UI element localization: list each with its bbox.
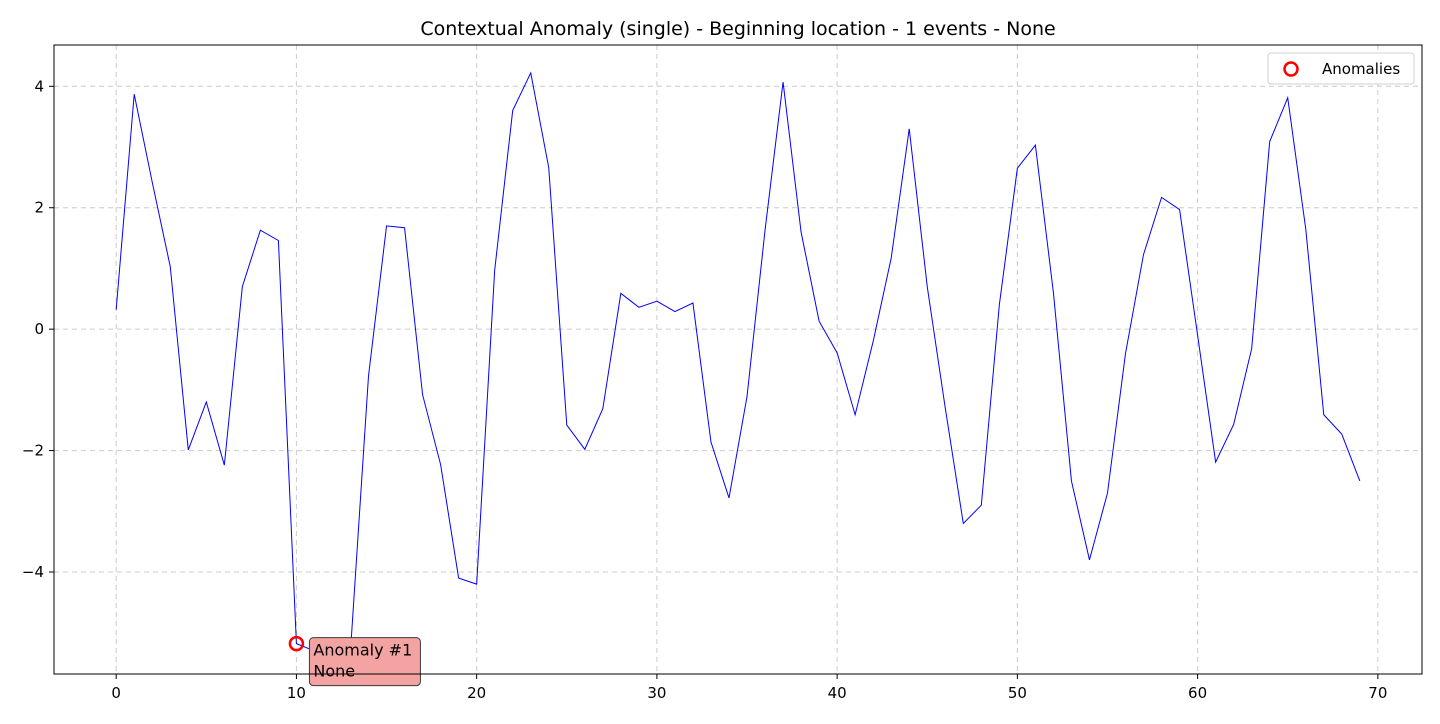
x-tick-label: 0 [111, 684, 121, 702]
y-tick-label: 0 [34, 320, 44, 338]
anomaly-annotation-detail: None [313, 662, 355, 681]
legend-box [1267, 52, 1415, 85]
x-tick-label: 30 [647, 684, 666, 702]
anomaly-annotation-title: Anomaly #1 [313, 641, 412, 660]
y-tick-label: 4 [34, 77, 44, 95]
x-tick-label: 60 [1188, 684, 1207, 702]
x-tick-label: 20 [467, 684, 486, 702]
anomaly-layer: Anomaly #1 None [288, 635, 421, 687]
legend-label: Anomalies [1322, 60, 1400, 78]
legend-anomaly-marker [1283, 61, 1299, 77]
y-axis: 4 2 0 −2 −4 [22, 77, 54, 581]
y-tick-label: −2 [22, 442, 44, 460]
x-axis: 0 10 20 30 40 50 60 70 [111, 674, 1387, 702]
x-tick-label: 70 [1368, 684, 1387, 702]
legend: Anomalies [1267, 52, 1415, 85]
plot-frame [53, 44, 1423, 675]
anomaly-marker [288, 635, 305, 652]
x-tick-label: 50 [1008, 684, 1027, 702]
x-tick-label: 10 [287, 684, 306, 702]
y-tick-label: 2 [34, 199, 44, 217]
y-tick-label: −4 [22, 563, 44, 581]
chart-title: Contextual Anomaly (single) - Beginning … [420, 18, 1055, 40]
x-tick-label: 40 [828, 684, 847, 702]
